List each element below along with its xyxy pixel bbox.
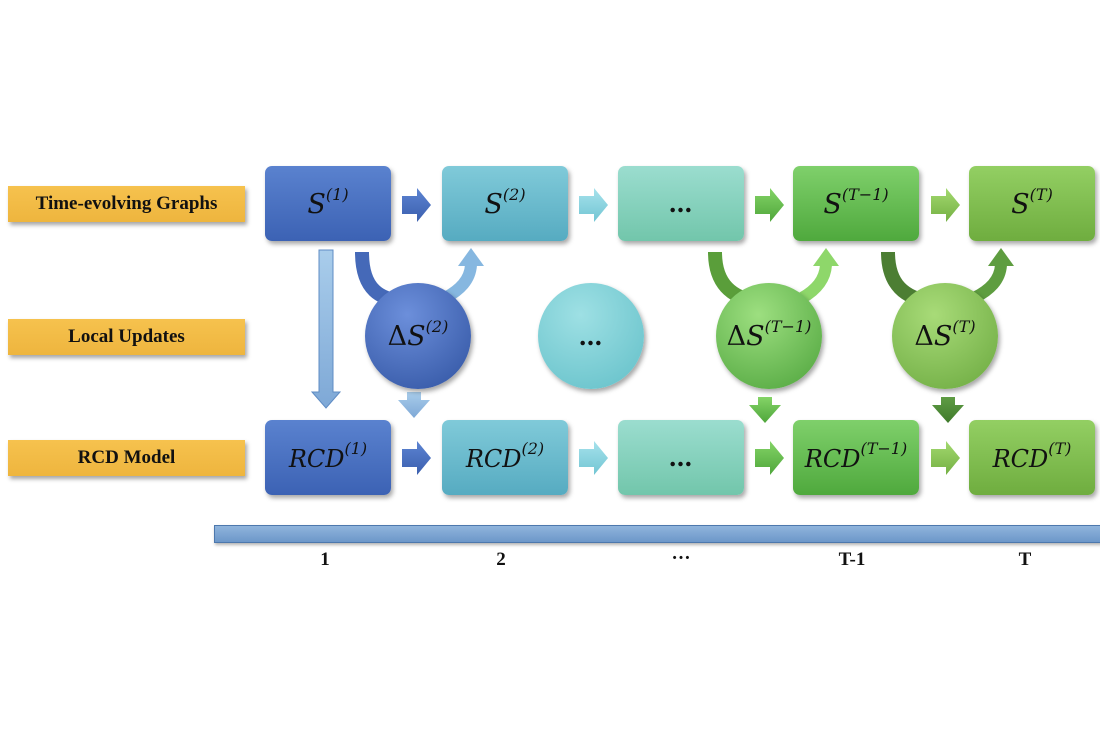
update-circle-gap: …	[538, 283, 644, 389]
graph-node-1-base: S	[307, 188, 326, 220]
update-circle-t-minus-1-prefix: Δ	[726, 321, 747, 352]
graph-node-2: S(2)	[442, 166, 568, 241]
arrow-d5-m5	[932, 397, 964, 423]
arrow-m3-m4	[755, 441, 784, 475]
model-node-1: RCD(1)	[265, 420, 391, 495]
update-circle-t-minus-1: ΔS(T−1)	[716, 283, 822, 389]
graph-node-2-sup: (2)	[502, 184, 526, 204]
model-node-2-sup: (2)	[521, 438, 545, 458]
row-label-graphs: Time-evolving Graphs	[8, 186, 245, 222]
update-circle-2-base: S	[407, 321, 426, 352]
curve-d5-to-g5-head	[988, 248, 1014, 266]
arrow-g2-g3	[579, 188, 608, 222]
model-node-2: RCD(2)	[442, 420, 568, 495]
update-circle-2-sup: (2)	[425, 317, 449, 336]
arrow-m2-m3	[579, 441, 608, 475]
graph-node-2-base: S	[484, 188, 503, 220]
arrow-m4-m5	[931, 441, 960, 475]
model-node-1-base: RCD	[288, 444, 345, 473]
graph-node-t-sup: (T)	[1029, 184, 1053, 204]
update-circle-gap-dots: …	[578, 321, 604, 351]
model-node-t-sup: (T)	[1048, 438, 1072, 458]
arrow-g1-m1	[310, 249, 342, 409]
graph-node-t-base: S	[1011, 188, 1030, 220]
update-circle-t-minus-1-sup: (T−1)	[764, 317, 812, 336]
graph-node-1: S(1)	[265, 166, 391, 241]
arrow-g4-g5	[931, 188, 960, 222]
model-node-gap-dots: …	[668, 443, 694, 472]
graph-node-t-minus-1-sup: (T−1)	[841, 184, 889, 204]
graph-node-gap: …	[618, 166, 744, 241]
curve-d4-to-g4-shaft	[798, 264, 832, 304]
curve-d2-to-g2-head	[458, 248, 484, 266]
timeline-tick-t-minus-1: T-1	[838, 549, 866, 570]
timeline-tick-2: 2	[496, 549, 506, 570]
update-circle-t-prefix: Δ	[914, 321, 934, 352]
graph-node-gap-dots: …	[668, 189, 694, 218]
update-circle-t: ΔS(T)	[892, 283, 998, 389]
row-label-model: RCD Model	[8, 440, 245, 476]
timeline-tick-1: 1	[320, 549, 330, 570]
arrow-d2-m2	[398, 392, 430, 418]
update-circle-t-minus-1-base: S	[746, 321, 765, 352]
graph-node-t-minus-1-base: S	[823, 188, 842, 220]
model-node-t: RCD(T)	[969, 420, 1095, 495]
model-node-t-base: RCD	[992, 444, 1049, 473]
timeline-tick-gap: …	[671, 543, 691, 564]
timeline-tick-t: T	[1018, 549, 1032, 570]
model-node-gap: …	[618, 420, 744, 495]
graph-node-t: S(T)	[969, 166, 1095, 241]
arrow-m1-m2	[402, 441, 431, 475]
arrow-g1-g2	[402, 188, 431, 222]
row-label-updates: Local Updates	[8, 319, 245, 355]
update-circle-2-prefix: Δ	[387, 321, 408, 352]
update-circle-t-base: S	[933, 321, 953, 352]
curve-d4-to-g4-head	[813, 248, 839, 266]
update-circle-2: ΔS(2)	[365, 283, 471, 389]
arrow-g3-g4	[755, 188, 784, 222]
model-node-2-base: RCD	[465, 444, 522, 473]
curve-d5-to-g5-shaft	[971, 264, 1007, 304]
timeline-bar	[214, 525, 1100, 543]
model-node-t-minus-1-base: RCD	[804, 444, 861, 473]
model-node-1-sup: (1)	[344, 438, 368, 458]
model-node-t-minus-1: RCD(T−1)	[793, 420, 919, 495]
graph-node-1-sup: (1)	[325, 184, 349, 204]
arrow-d4-m4	[749, 397, 781, 423]
update-circle-t-sup: (T)	[952, 317, 976, 336]
graph-node-t-minus-1: S(T−1)	[793, 166, 919, 241]
model-node-t-minus-1-sup: (T−1)	[860, 438, 908, 458]
